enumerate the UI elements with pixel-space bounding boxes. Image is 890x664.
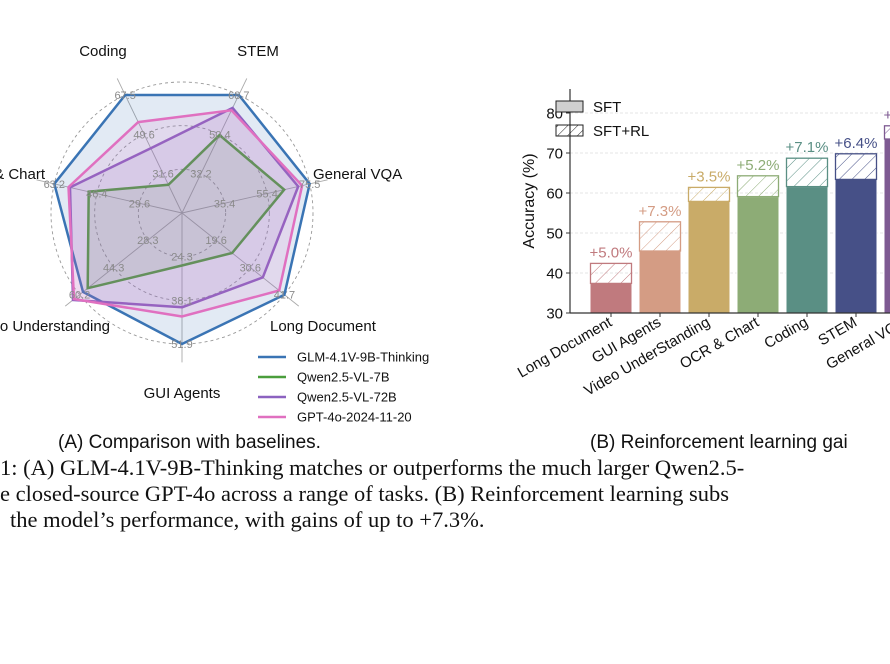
radar-axis-line <box>64 212 183 307</box>
legend-label: Qwen2.5-VL-72B <box>297 390 397 405</box>
bar-sft <box>736 196 780 314</box>
radar-axis-label: General VQA <box>313 166 402 183</box>
radar-ring-label: 28.3 <box>137 235 158 247</box>
legend-label: SFT <box>593 99 621 116</box>
y-tick-label: 60 <box>546 186 563 203</box>
bar-sft-rl <box>736 175 780 198</box>
radar-axis-line <box>181 78 248 214</box>
bar-sft <box>883 138 890 314</box>
radar-ring-label: 35.4 <box>214 198 235 210</box>
radar-ring-label: 49.6 <box>133 129 154 141</box>
radar-axis-label: Long Document <box>270 318 377 335</box>
bar-sft <box>687 200 731 314</box>
y-tick-label: 30 <box>546 306 563 323</box>
radar-axis-label: STEM <box>237 43 279 60</box>
radar-ring-label: 38.1 <box>171 295 192 307</box>
radar-axis-label: Coding <box>79 43 127 60</box>
gain-label: +5.0% <box>590 244 633 261</box>
caption-line-2: e closed-source GPT-4o across a range of… <box>0 481 729 506</box>
gain-label: +6.4% <box>835 135 878 152</box>
bar-sft-rl <box>638 221 682 252</box>
bar-sft <box>638 250 682 314</box>
bar-sft-rl <box>687 186 731 203</box>
subcaption-a: (A) Comparison with baselines. <box>58 432 321 453</box>
radar-axis-label: OCR & Chart <box>0 166 46 183</box>
radar-ring-label: 24.3 <box>171 252 192 264</box>
legend-swatch-sft <box>555 100 584 113</box>
bar-sft-rl <box>834 153 878 181</box>
radar-ring-label: 63.2 <box>44 179 65 191</box>
gain-label: +7.3% <box>639 203 682 220</box>
y-axis-title: Accuracy (%) <box>521 153 538 248</box>
legend-label: SFT+RL <box>593 123 649 140</box>
radar-series-gpt-4o-2024-11-20 <box>67 108 304 318</box>
gain-label: +3.5% <box>688 168 731 185</box>
radar-axis-line <box>36 179 183 214</box>
radar-ring-label: 46.4 <box>86 189 107 201</box>
bar-sft-rl <box>785 157 829 188</box>
bar-sft <box>785 186 829 314</box>
bar-sft-rl <box>883 125 890 140</box>
radar-ring-label: 29.6 <box>129 198 150 210</box>
caption-line-3: the model’s performance, with gains of u… <box>10 507 485 532</box>
gain-label: +5.2% <box>737 157 780 174</box>
radar-ring-label: 31.6 <box>152 169 173 181</box>
radar-ring-label: 55.4 <box>256 189 277 201</box>
gain-label: +3.3% <box>884 107 890 124</box>
bar-sft-rl <box>589 262 633 285</box>
radar-ring-label: 51.9 <box>171 339 192 351</box>
radar-ring-label: 44.3 <box>103 262 124 274</box>
legend-label: GPT-4o-2024-11-20 <box>297 410 412 425</box>
bar-sft <box>834 178 878 314</box>
legend-swatch-sft-rl <box>555 124 584 137</box>
radar-ring-label: 60.2 <box>69 290 90 302</box>
radar-axis-label: GUI Agents <box>144 385 221 402</box>
radar-ring-label: 32.2 <box>190 169 211 181</box>
radar-ring-label: 75.5 <box>299 179 320 191</box>
y-tick-label: 40 <box>546 266 563 283</box>
radar-axis-label: Video Understanding <box>0 318 110 335</box>
legend-label: GLM-4.1V-9B-Thinking <box>297 350 429 365</box>
bar-sft <box>589 282 633 314</box>
y-tick-label: 50 <box>546 226 563 243</box>
radar-ring-label: 30.6 <box>240 262 261 274</box>
gain-label: +7.1% <box>786 139 829 156</box>
radar-ring-label: 41.7 <box>274 290 295 302</box>
radar-ring-label: 68.7 <box>228 90 249 102</box>
radar-ring <box>94 125 270 301</box>
radar-ring-label: 50.4 <box>209 129 230 141</box>
radar-series-qwen2-5-vl-7b <box>86 133 286 290</box>
x-tick-label: Coding <box>761 314 811 352</box>
y-tick-label: 70 <box>546 146 563 163</box>
caption-line-1: 1: (A) GLM-4.1V-9B-Thinking matches or o… <box>0 455 745 480</box>
legend-label: Qwen2.5-VL-7B <box>297 370 390 385</box>
radar-ring-label: 67.5 <box>114 90 135 102</box>
radar-axis-line <box>116 78 183 214</box>
subcaption-b: (B) Reinforcement learning gai <box>590 432 848 453</box>
radar-ring-label: 19.6 <box>205 235 226 247</box>
